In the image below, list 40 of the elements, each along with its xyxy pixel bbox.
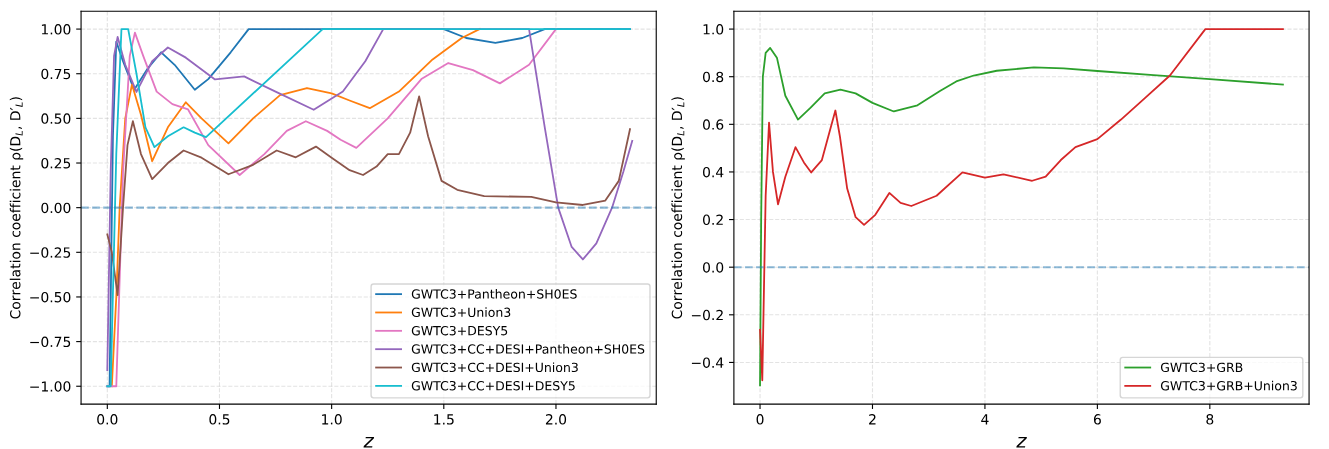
- x-tick-label: 0.5: [209, 414, 230, 425]
- y-tick-label: −0.2: [691, 309, 723, 321]
- y-tick-label: 0.0: [703, 262, 724, 273]
- y-tick-label: −0.25: [30, 247, 71, 258]
- line-series: [106, 95, 631, 297]
- x-tick-label: 2: [869, 414, 876, 425]
- x-tick-label: 4: [981, 414, 989, 425]
- x-tick-label: 1.0: [322, 414, 342, 425]
- y-tick-label: −0.75: [30, 336, 71, 348]
- y-tick-label: −0.50: [30, 291, 71, 303]
- y-tick-label: 0.75: [41, 68, 71, 80]
- y-tick-label: −1.00: [30, 381, 71, 392]
- y-tick-label: 1.0: [703, 24, 724, 35]
- legend-label: GWTC3+CC+DESI+DESY5: [411, 380, 575, 391]
- x-tick-label: 6: [1093, 414, 1101, 425]
- legend-label: GWTC3+Pantheon+SH0ES: [411, 289, 577, 299]
- y-tick-label: 0.50: [41, 113, 71, 124]
- x-axis-title: z: [1016, 436, 1027, 448]
- x-axis-title: z: [363, 436, 375, 448]
- legend-label: GWTC3+CC+DESI+Pantheon+SH0ES: [411, 344, 645, 354]
- y-tick-label: −0.4: [691, 357, 724, 368]
- y-tick-label: 0.25: [41, 157, 71, 169]
- y-tick-label: 0.8: [703, 71, 724, 83]
- y-axis-title: Correlation coefficient ρ(D$_{L}$, D′$_{L}$): [9, 97, 24, 319]
- y-tick-label: 0.6: [703, 119, 724, 130]
- y-tick-label: 0.00: [41, 202, 71, 214]
- x-tick-label: 2.0: [545, 414, 567, 425]
- legend-label: GWTC3+Union3: [411, 307, 511, 318]
- x-tick-label: 0.0: [97, 414, 118, 425]
- x-tick-label: 1.5: [434, 414, 454, 425]
- legend-label: GWTC3+CC+DESI+Union3: [411, 362, 578, 373]
- y-tick-label: 0.2: [703, 214, 723, 226]
- legend-label: GWTC3+DESY5: [411, 325, 508, 336]
- x-tick-label: 0: [756, 414, 764, 425]
- y-axis-title: Correlation coefficient ρ(D$_{L}$, D′$_{L}$): [671, 97, 685, 319]
- y-tick-label: 0.4: [703, 166, 724, 178]
- y-tick-label: 1.00: [41, 24, 71, 35]
- x-tick-label: 8: [1206, 414, 1214, 425]
- legend-label: GWTC3+GRB+Union3: [1160, 380, 1297, 391]
- legend-label: GWTC3+GRB: [1160, 362, 1243, 373]
